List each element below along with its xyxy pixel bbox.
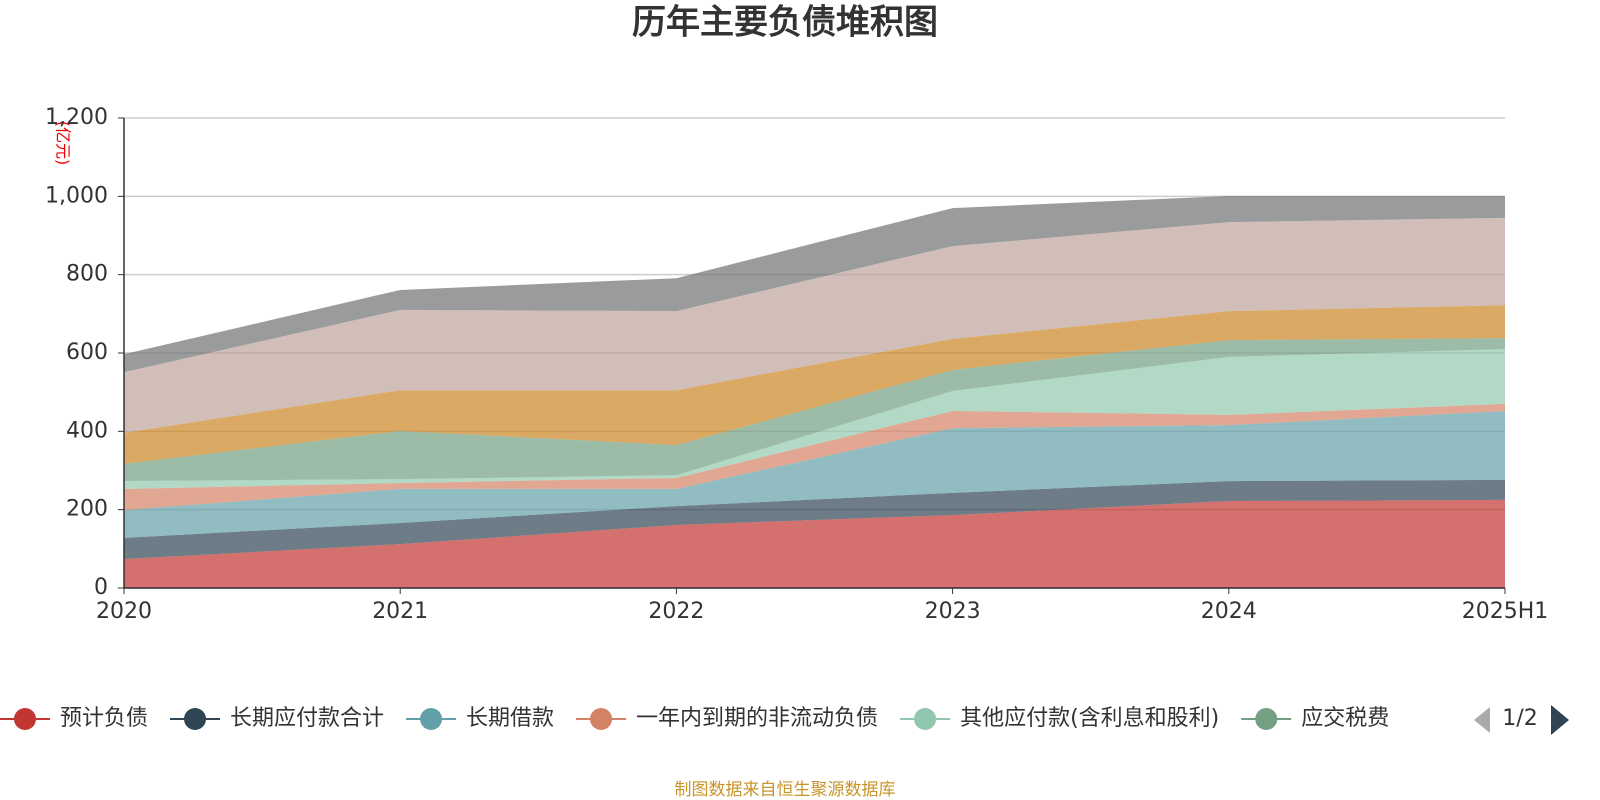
legend-marker — [914, 708, 937, 730]
x-tick-label: 2021 — [372, 599, 428, 624]
legend-label[interactable]: 其他应付款(含利息和股利) — [960, 706, 1219, 731]
x-tick-label: 2020 — [96, 599, 152, 624]
source-note: 制图数据来自恒生聚源数据库 — [675, 780, 896, 800]
y-tick-label: 1,000 — [45, 183, 108, 208]
area — [124, 195, 1505, 373]
area — [124, 349, 1505, 489]
x-tick-label: 2025H1 — [1462, 599, 1549, 624]
legend-label[interactable]: 预计负债 — [60, 706, 148, 731]
y-tick-label: 200 — [66, 497, 108, 522]
legend-marker — [14, 708, 36, 730]
legend-next[interactable] — [1551, 705, 1569, 735]
area — [124, 338, 1505, 482]
legend-marker — [1255, 708, 1278, 730]
area — [124, 403, 1505, 511]
y-tick-label: 600 — [66, 340, 108, 365]
x-tick-label: 2022 — [648, 599, 704, 624]
legend-label[interactable]: 长期借款 — [466, 706, 554, 731]
legend-marker — [184, 708, 207, 730]
legend-label[interactable]: 一年内到期的非流动负债 — [636, 706, 878, 731]
y-tick-label: 0 — [94, 575, 108, 600]
y-unit: (亿元) — [54, 121, 73, 166]
areas — [124, 195, 1505, 588]
legend-marker — [590, 708, 613, 730]
area — [124, 217, 1505, 433]
chart-title: 历年主要负债堆积图 — [632, 3, 938, 43]
x-tick-label: 2023 — [925, 599, 981, 624]
legend-prev[interactable] — [1474, 707, 1490, 733]
legend-marker — [420, 708, 443, 730]
y-tick-label: 1,200 — [45, 105, 108, 130]
area — [124, 410, 1505, 538]
x-tick-label: 2024 — [1201, 599, 1257, 624]
legend-page: 1/2 — [1502, 706, 1537, 731]
y-tick-label: 800 — [66, 262, 108, 287]
legend-label[interactable]: 长期应付款合计 — [230, 706, 384, 731]
y-tick-label: 400 — [66, 418, 108, 443]
legend-label[interactable]: 应交税费 — [1301, 706, 1389, 731]
area — [124, 499, 1505, 588]
area — [124, 479, 1505, 560]
area — [124, 305, 1505, 464]
